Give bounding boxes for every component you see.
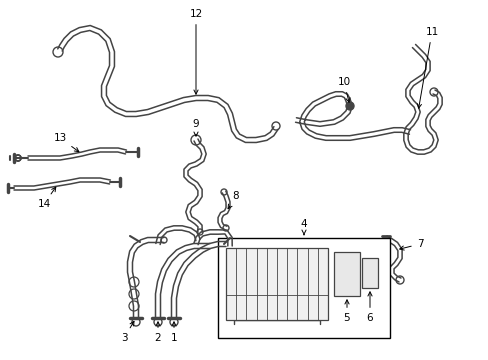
Bar xyxy=(218,238,389,338)
Circle shape xyxy=(346,102,353,110)
Text: 5: 5 xyxy=(343,300,349,323)
Text: 11: 11 xyxy=(416,27,438,108)
Text: 14: 14 xyxy=(37,187,56,209)
Text: 2: 2 xyxy=(154,322,161,343)
Bar xyxy=(225,248,327,320)
Text: 7: 7 xyxy=(399,239,423,250)
Bar xyxy=(333,252,359,296)
Text: 12: 12 xyxy=(189,9,202,94)
Text: 13: 13 xyxy=(53,133,79,152)
Text: 6: 6 xyxy=(366,292,372,323)
Text: 4: 4 xyxy=(300,219,306,235)
Text: 3: 3 xyxy=(121,321,134,343)
Text: 1: 1 xyxy=(170,322,177,343)
Text: 9: 9 xyxy=(192,119,199,136)
Text: 10: 10 xyxy=(337,77,350,102)
Bar xyxy=(361,258,377,288)
Text: 8: 8 xyxy=(227,191,239,209)
